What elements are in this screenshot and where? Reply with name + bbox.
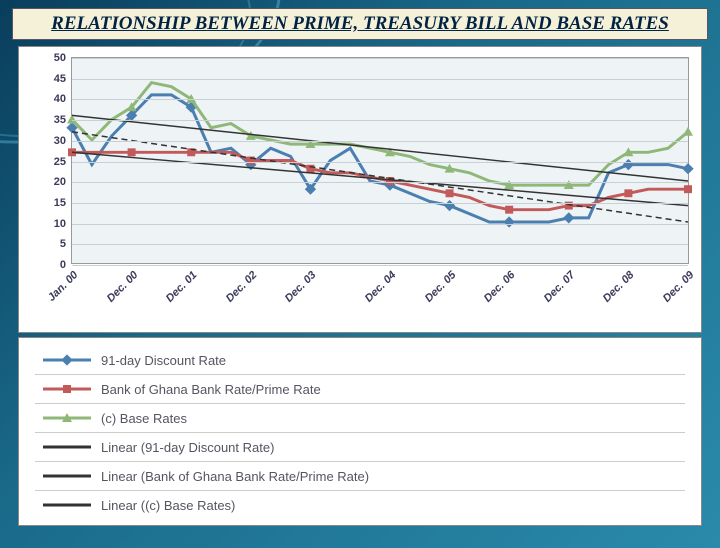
legend-label: Linear (91-day Discount Rate): [101, 440, 274, 455]
legend-swatch: [43, 437, 91, 457]
legend-label: Linear (Bank of Ghana Bank Rate/Prime Ra…: [101, 469, 369, 484]
legend-label: (c) Base Rates: [101, 411, 187, 426]
series-marker: [446, 189, 454, 197]
series-marker: [682, 163, 693, 174]
legend-item: 91-day Discount Rate: [35, 346, 685, 374]
gridline: [72, 99, 688, 100]
gridline: [72, 182, 688, 183]
y-tick-label: 30: [54, 135, 66, 147]
x-tick-label: Dec. 03: [283, 269, 319, 305]
legend-swatch: [43, 350, 91, 370]
legend-item: Linear (91-day Discount Rate): [35, 432, 685, 461]
legend-item: Linear ((c) Base Rates): [35, 490, 685, 519]
legend-swatch: [43, 408, 91, 428]
series-marker: [683, 127, 693, 136]
x-tick-label: Dec. 01: [164, 269, 200, 305]
gridline: [72, 79, 688, 80]
y-tick-label: 10: [54, 218, 66, 230]
plot-area: 05101520253035404550Jan. 00Dec. 00Dec. 0…: [71, 57, 689, 264]
x-tick-label: Dec. 04: [363, 269, 399, 305]
series-marker: [624, 189, 632, 197]
gridline: [72, 120, 688, 121]
page-title: RELATIONSHIP BETWEEN PRIME, TREASURY BIL…: [12, 8, 708, 40]
y-tick-label: 45: [54, 73, 66, 85]
legend-item: Bank of Ghana Bank Rate/Prime Rate: [35, 374, 685, 403]
x-tick-label: Dec. 08: [601, 269, 637, 305]
chart-svg: [72, 58, 688, 263]
x-tick-label: Dec. 02: [224, 269, 260, 305]
legend-item: Linear (Bank of Ghana Bank Rate/Prime Ra…: [35, 461, 685, 490]
series-line: [72, 83, 688, 186]
gridline: [72, 58, 688, 59]
gridline: [72, 203, 688, 204]
gridline: [72, 265, 688, 266]
legend-label: 91-day Discount Rate: [101, 353, 226, 368]
x-tick-label: Jan. 00: [46, 269, 81, 304]
y-tick-label: 20: [54, 176, 66, 188]
series-marker: [563, 212, 574, 223]
chart-panel: 0 5 10 15 20 25 30 35 40 45 50 Jan. 00 Dec. 00 Dec. 0…: [18, 46, 702, 333]
gridline: [72, 224, 688, 225]
x-tick-label: Dec. 09: [661, 269, 697, 305]
series-marker: [504, 216, 515, 227]
legend-swatch: [43, 495, 91, 515]
series-marker: [505, 206, 513, 214]
legend-panel: 91-day Discount Rate Bank of Ghana Bank R…: [18, 337, 702, 526]
x-tick-label: Dec. 07: [542, 269, 578, 305]
legend-swatch: [43, 466, 91, 486]
y-tick-label: 50: [54, 52, 66, 64]
series-marker: [684, 185, 692, 193]
x-tick-label: Dec. 06: [482, 269, 518, 305]
y-tick-label: 15: [54, 197, 66, 209]
series-marker: [444, 200, 455, 211]
gridline: [72, 141, 688, 142]
legend-swatch: [43, 379, 91, 399]
legend-label: Bank of Ghana Bank Rate/Prime Rate: [101, 382, 321, 397]
y-tick-label: 40: [54, 93, 66, 105]
series-marker: [306, 165, 314, 173]
legend-item: (c) Base Rates: [35, 403, 685, 432]
x-tick-label: Dec. 00: [104, 269, 140, 305]
legend-label: Linear ((c) Base Rates): [101, 498, 235, 513]
x-tick-label: Dec. 05: [422, 269, 458, 305]
y-tick-label: 0: [60, 259, 66, 271]
trendline: [72, 115, 688, 181]
gridline: [72, 244, 688, 245]
y-tick-label: 35: [54, 114, 66, 126]
gridline: [72, 162, 688, 163]
y-tick-label: 5: [60, 238, 66, 250]
series-marker: [128, 148, 136, 156]
y-tick-label: 25: [54, 156, 66, 168]
